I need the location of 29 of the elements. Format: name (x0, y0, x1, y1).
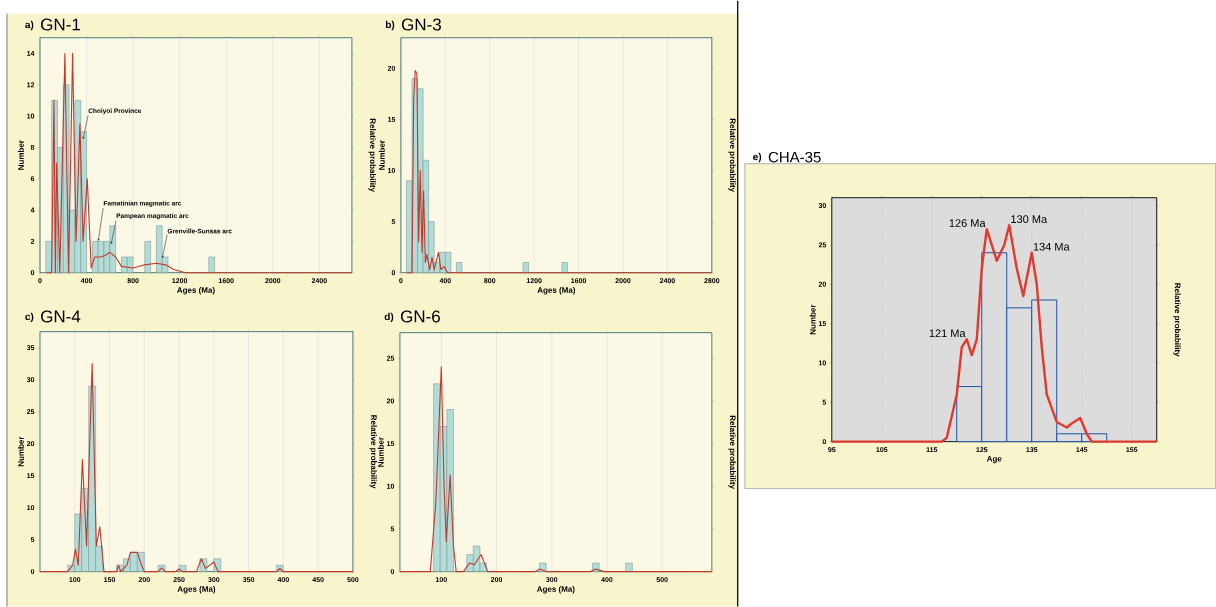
x-axis-title: Ages (Ma) (177, 286, 215, 295)
chart-title: CHA-35 (768, 151, 821, 163)
x-axis-title: Age (986, 455, 1002, 464)
text: b) (385, 20, 395, 30)
chart-title: GN-3 (401, 18, 441, 31)
y2-axis-title: Relative probability (728, 415, 736, 489)
text: c) (25, 312, 34, 322)
y-axis-title: Number (17, 140, 24, 170)
annotation: 134 Ma (1033, 242, 1070, 251)
annotation: 126 Ma (949, 219, 986, 227)
text: e) (753, 152, 762, 162)
y-axis-title: Number (17, 436, 24, 467)
y2-axis-title: Relative probability (1173, 283, 1181, 357)
x-axis-title: Ages (Ma) (536, 585, 575, 594)
y2-axis-title: Relative probability (369, 415, 377, 489)
chart-title: GN-6 (400, 310, 440, 323)
text: d) (384, 312, 394, 322)
chart-title: GN-4 (41, 310, 81, 323)
y2-axis-title: Relative probability (368, 118, 376, 192)
y-axis-title: Number (378, 140, 385, 170)
x-axis-title: Ages (Ma) (177, 585, 216, 594)
x-axis-title: Ages (Ma) (537, 286, 576, 295)
annotation: 130 Ma (1011, 215, 1048, 223)
y-axis-title: Number (377, 436, 384, 467)
chart-title: GN-1 (41, 18, 80, 31)
text: a) (25, 20, 34, 30)
annotation: 121 Ma (929, 329, 966, 337)
y-axis-title: Number (809, 304, 816, 335)
y2-axis-title: Relative probability (728, 118, 736, 192)
